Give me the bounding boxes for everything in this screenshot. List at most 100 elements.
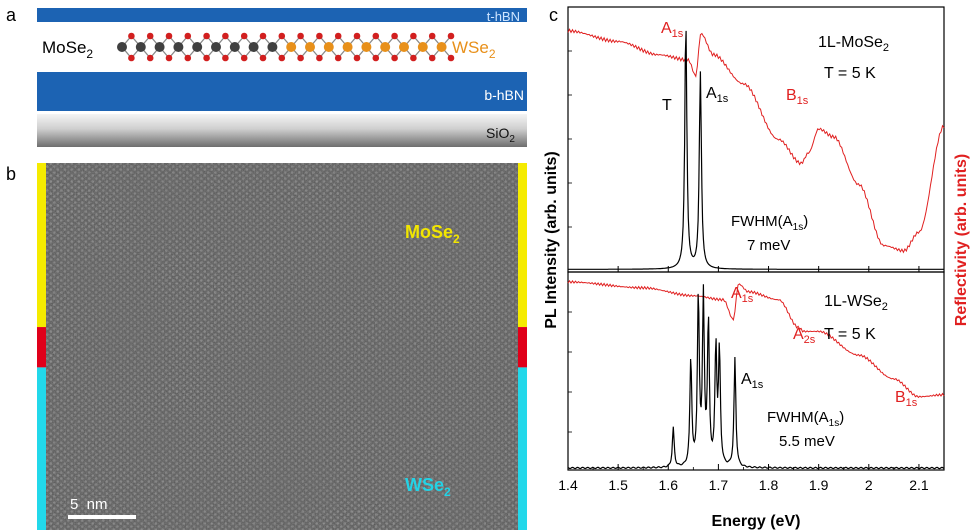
se-atom [334,32,342,40]
t-hbn-label: t-hBN [487,9,520,24]
se-atom [222,32,229,40]
w-atom [305,42,315,52]
se-atom [353,54,361,62]
se-atom [391,32,398,40]
top-fwhm-label: FWHM(A1s) [731,213,808,233]
w-atom [417,42,428,52]
y-axis-label-right: Reflectivity (arb. units) [953,154,970,326]
se-atom [297,54,304,62]
bottom-spectra [567,279,945,470]
y-axis-label-left: PL Intensity (arb. units) [543,151,560,329]
top-refl-a1s: A1s [661,20,684,40]
se-atom [447,54,455,62]
w-atom [342,42,353,52]
structure-right-label: WSe2 [452,38,496,61]
region-indicator-bars [37,163,527,530]
mo-atom [211,42,221,52]
mo-atom [135,42,146,52]
se-atom [372,32,380,40]
bottom-reflectivity-line [567,279,945,399]
t-hbn-layer [37,8,527,22]
x-axis-label: Energy (eV) [712,513,801,530]
se-atom [428,54,436,62]
mo-atom [192,42,203,52]
x-tick-label: 1.4 [558,477,578,493]
se-atom [203,32,210,40]
se-atom [391,54,398,62]
se-atom [353,32,361,40]
micrograph [46,163,518,530]
bottom-pl-a1s: A1s [741,371,764,391]
scale-bar [68,515,136,519]
side-bar-left-segment [37,367,46,530]
b-hbn-label: b-hBN [484,87,524,103]
se-atom [240,54,248,62]
se-atom [128,32,135,40]
se-atom [203,54,210,62]
se-atom [316,32,323,40]
x-axis-ticks: 1.4 1.5 1.6 1.7 1.8 1.9 2 2.1 [558,50,929,493]
side-bar-left-segment [37,327,46,368]
se-atom [146,54,154,62]
w-atom [436,42,447,52]
x-tick-label: 1.8 [759,477,779,493]
top-pl-line [568,30,944,270]
se-atom [334,54,342,62]
bottom-refl-a2s: A2s [793,326,816,346]
se-atom [297,32,304,40]
se-atom [372,54,380,62]
mo-atom [267,42,278,52]
bottom-temperature: T = 5 K [824,326,876,343]
top-fwhm-value: 7 meV [747,237,790,254]
se-atom [410,54,417,62]
w-atom [399,42,409,52]
scale-bar-label: 5 nm [70,496,108,513]
se-atom [222,54,229,62]
heterostructure-lattice [117,32,455,62]
se-atom [259,54,267,62]
se-atom [165,32,173,40]
bottom-refl-a1s: A1s [731,285,754,305]
mo-atom [248,42,259,52]
b-hbn-layer [37,72,527,111]
mo-atom [173,42,184,52]
w-atom [361,42,372,52]
x-tick-label: 1.9 [809,477,829,493]
se-atom [128,54,135,62]
top-refl-b1s: B1s [786,87,809,107]
top-spectra [567,28,945,270]
sio2-label: SiO2 [486,125,515,145]
bottom-sample-label: 1L-WSe2 [824,293,888,313]
mo-atom [154,42,165,52]
top-reflectivity-line [567,28,945,254]
x-tick-label: 1.5 [608,477,628,493]
bottom-pl-line [567,284,945,470]
plot-bottom-frame [567,271,945,471]
side-bar-right-segment [518,163,527,328]
se-atom [278,32,286,40]
panel-label-c: c [549,5,558,25]
top-temperature: T = 5 K [824,65,876,82]
top-trion-label: T [662,97,672,114]
se-atom [278,54,286,62]
x-tick-label: 2.1 [909,477,929,493]
bottom-fwhm-value: 5.5 meV [779,433,835,450]
mo-atom [117,42,127,52]
x-tick-label: 1.6 [659,477,679,493]
se-atom [184,54,192,62]
micrograph-mose2-label: MoSe2 [405,222,460,246]
se-atom [316,54,323,62]
se-atom [240,32,248,40]
panel-label-a: a [6,5,17,25]
top-pl-a1s: A1s [706,85,729,105]
side-bar-right-segment [518,367,527,530]
micrograph-wse2-label: WSe2 [405,475,451,499]
sio2-layer [37,114,527,147]
bottom-refl-b1s: B1s [895,389,918,409]
panel-label-b: b [6,164,16,184]
se-atom [165,54,173,62]
structure-left-label: MoSe2 [42,38,93,61]
se-atom [184,32,192,40]
x-tick-label: 2 [865,477,873,493]
